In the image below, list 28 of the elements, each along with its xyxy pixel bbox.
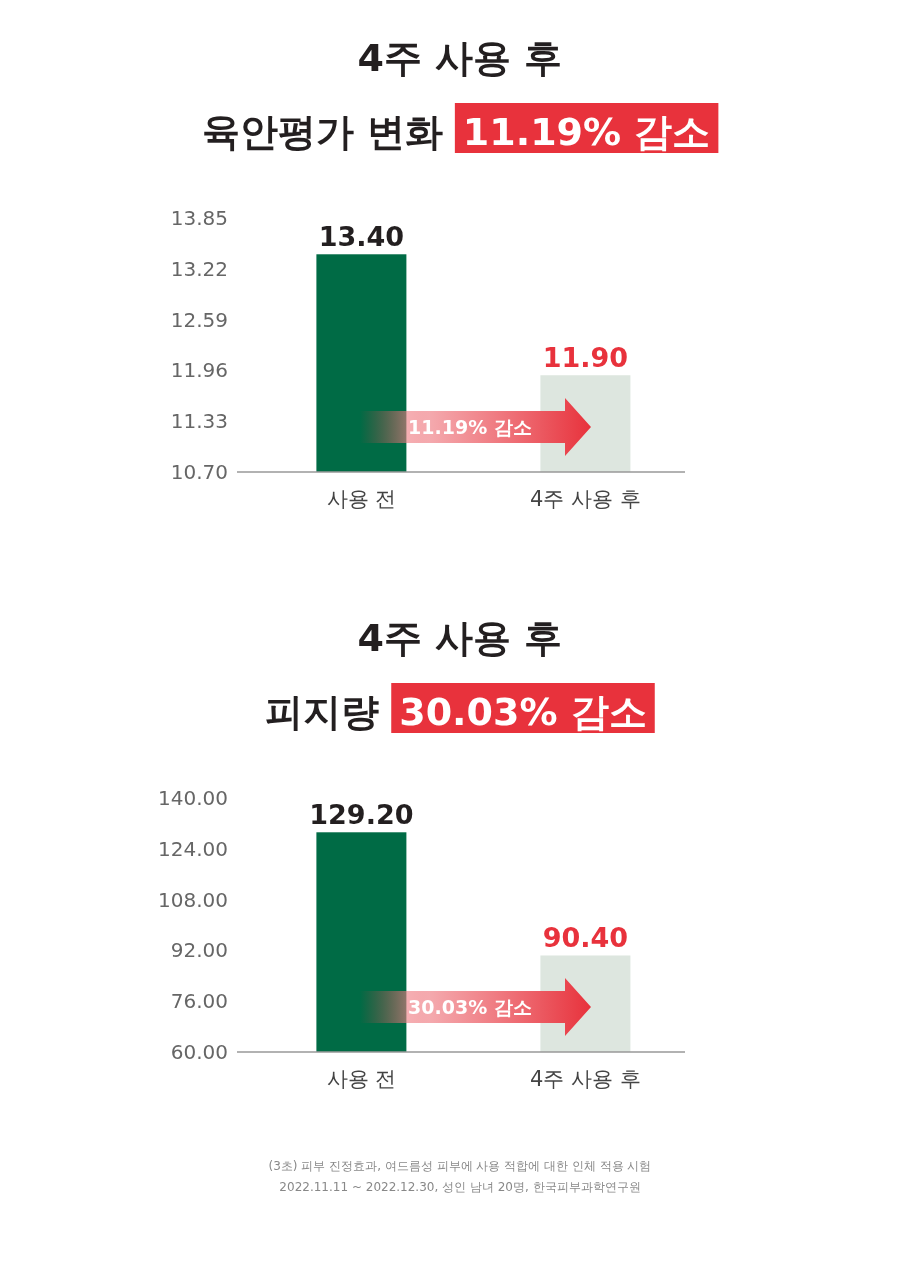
- y-tick-label: 76.00: [170, 989, 228, 1014]
- y-tick-label: 60.00: [170, 1040, 228, 1064]
- annotation: 11.19% 감소: [408, 416, 532, 438]
- annotation: 30.03% 감소: [408, 996, 532, 1018]
- data-label: 13.40: [318, 221, 405, 253]
- y-tick-label: 13.22: [170, 256, 228, 281]
- y-tick-label: 124.00: [158, 836, 228, 861]
- data-label: 129.20: [309, 799, 414, 831]
- y-tick-label: 92.00: [170, 938, 228, 963]
- text: 11.19% 감소: [462, 110, 711, 154]
- data-label: 90.40: [542, 922, 629, 954]
- chart-title: 4주 사용 후: [357, 36, 563, 80]
- y-tick-label: 12.59: [170, 307, 228, 332]
- text: (3초) 피부 진정효과, 여드름성 피부에 사용 적합에 대한 인체 적용 시험: [268, 1159, 652, 1173]
- data-label: 11.90: [542, 342, 629, 374]
- x-tick-label: 사용 전: [326, 1067, 397, 1091]
- chart-subtitle: 피지량: [265, 690, 380, 734]
- y-tick-label: 13.85: [170, 206, 228, 230]
- chart-subtitle: 육안평가 변화: [201, 110, 443, 154]
- y-tick-label: 140.00: [158, 786, 228, 810]
- y-tick-label: 108.00: [158, 887, 228, 912]
- chart-title: 4주 사용 후: [357, 616, 563, 660]
- text: 30.03% 감소: [399, 690, 647, 734]
- y-tick-label: 11.96: [170, 358, 228, 383]
- y-tick-label: 11.33: [170, 409, 228, 434]
- y-tick-label: 10.70: [170, 460, 228, 484]
- text: 2022.11.11 ~ 2022.12.30, 성인 남녀 20명, 한국피부과학연구원: [279, 1180, 641, 1194]
- x-tick-label: 사용 전: [326, 487, 397, 511]
